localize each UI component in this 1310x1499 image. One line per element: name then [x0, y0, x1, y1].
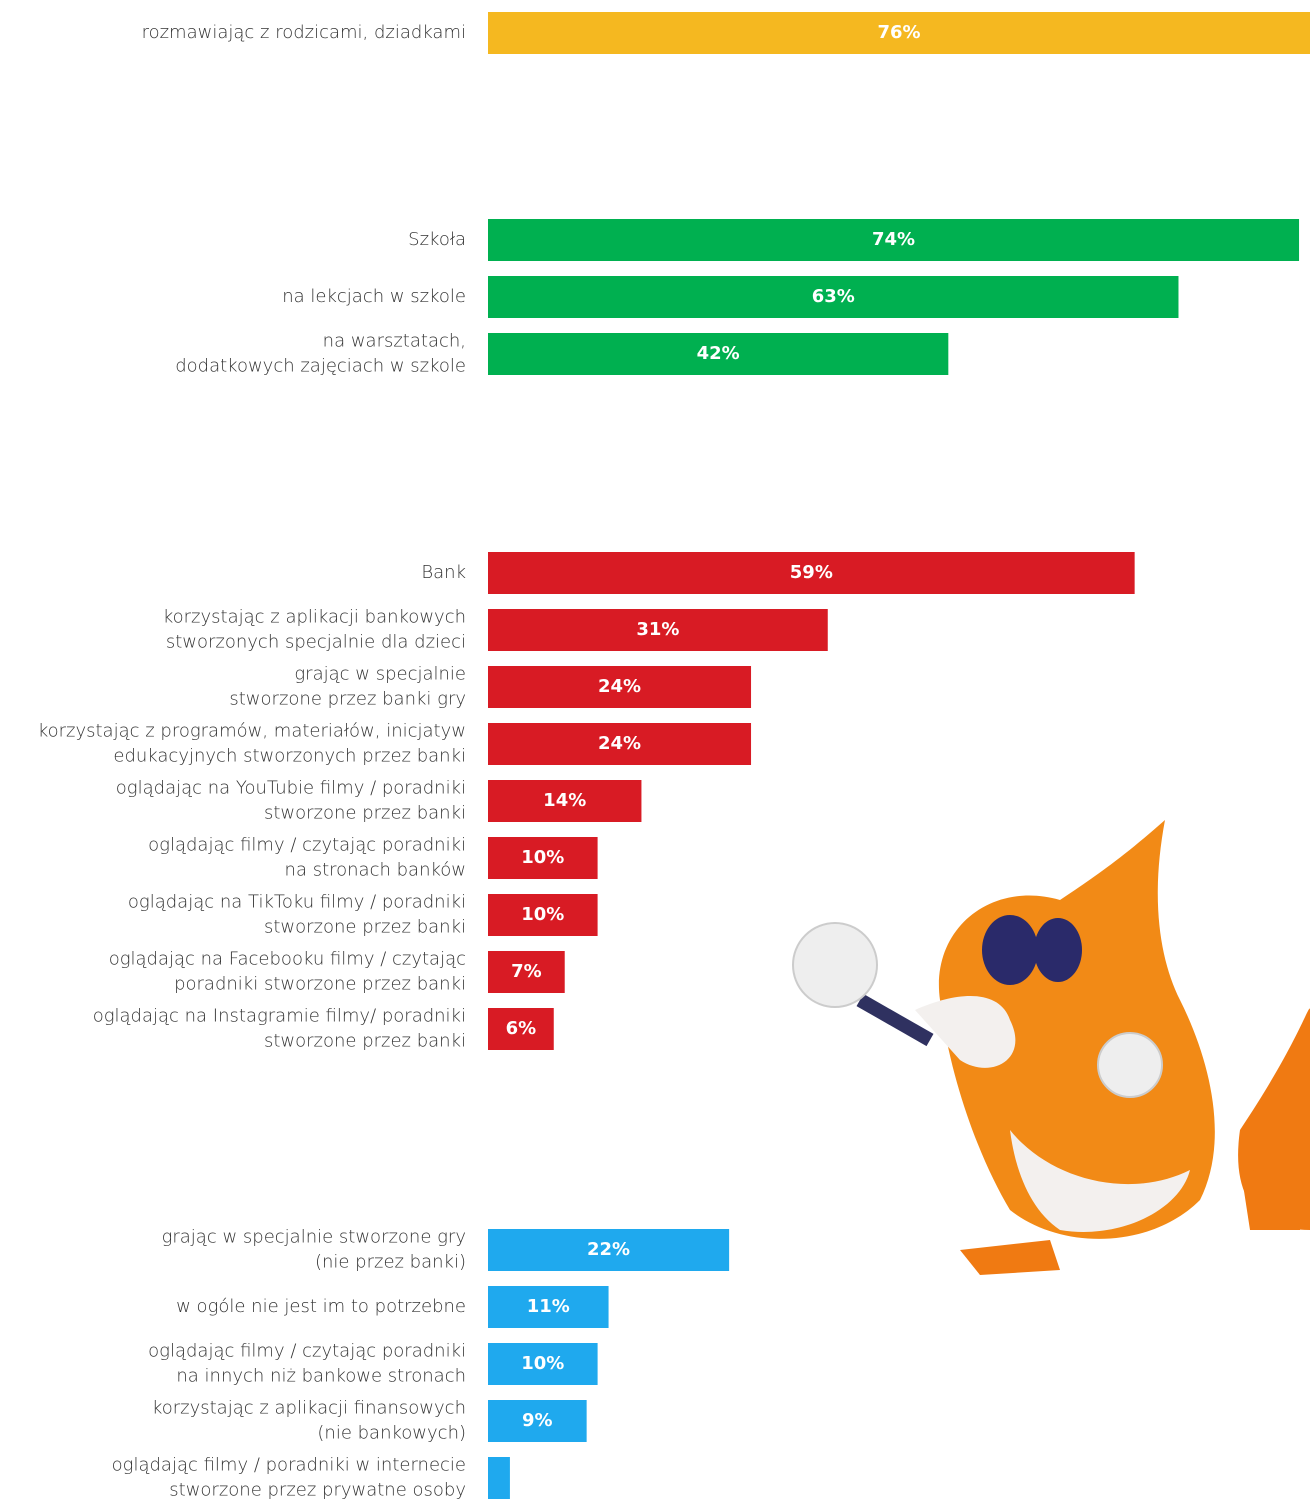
category-label: na lekcjach w szkole	[282, 286, 466, 307]
label-line: na lekcjach w szkole	[282, 286, 466, 307]
value-label: 59%	[790, 562, 833, 583]
value-label: 76%	[877, 22, 920, 43]
label-line: oglądając na Facebooku filmy / czytając	[109, 949, 466, 970]
label-line: stworzone przez banki gry	[229, 689, 466, 710]
label-line: na innych niż bankowe stronach	[176, 1366, 466, 1387]
label-line: stworzone przez banki	[264, 1031, 466, 1052]
mascot	[793, 820, 1310, 1275]
value-label: 31%	[636, 619, 679, 640]
label-line: edukacyjnych stworzonych przez banki	[113, 746, 466, 767]
label-line: Szkoła	[408, 229, 466, 250]
label-line: oglądając na YouTubie filmy / poradniki	[116, 778, 466, 799]
label-line: stworzone przez banki	[264, 917, 466, 938]
category-label: oglądając filmy / poradniki w internecie…	[112, 1455, 466, 1499]
label-line: (nie bankowych)	[317, 1423, 466, 1444]
label-line: na warsztatach,	[323, 331, 466, 352]
value-label: 24%	[598, 733, 641, 754]
label-line: korzystając z programów, materiałów, ini…	[38, 721, 466, 742]
value-label: 10%	[521, 904, 564, 925]
bar	[488, 1457, 510, 1499]
label-line: stworzone przez banki	[264, 803, 466, 824]
value-label: 10%	[521, 1353, 564, 1374]
label-line: w ogóle nie jest im to potrzebne	[176, 1296, 466, 1317]
category-label: oglądając na Facebooku filmy / czytając p…	[109, 949, 466, 995]
label-line: oglądając filmy / poradniki w internecie	[112, 1455, 466, 1476]
label-line: stworzonych specjalnie dla dzieci	[166, 632, 466, 653]
value-label: 63%	[812, 286, 855, 307]
label-line: stworzone przez prywatne osoby	[169, 1480, 466, 1499]
value-label: 10%	[521, 847, 564, 868]
category-label: korzystając z aplikacji finansowych (nie …	[152, 1398, 466, 1444]
value-label: 22%	[587, 1239, 630, 1260]
value-label: 7%	[511, 961, 542, 982]
label-line: dodatkowych zajęciach w szkole	[175, 356, 466, 377]
value-label: 24%	[598, 676, 641, 697]
category-label: grając w specjalnie stworzone gry (nie pr…	[162, 1227, 466, 1273]
category-label: korzystając z aplikacji bankowych stworzo…	[163, 607, 466, 653]
value-label: 14%	[543, 790, 586, 811]
category-label: oglądając filmy / czytając poradniki na i…	[148, 1341, 466, 1387]
label-line: rozmawiając z rodzicami, dziadkami	[142, 22, 466, 43]
category-label: w ogóle nie jest im to potrzebne	[176, 1296, 466, 1317]
value-label: 74%	[872, 229, 915, 250]
label-line: oglądając na TikToku filmy / poradniki	[128, 892, 466, 913]
category-label: oglądając na TikToku filmy / poradniki st…	[128, 892, 466, 938]
category-label: oglądając filmy / czytając poradniki na s…	[148, 835, 466, 881]
category-label: Szkoła	[408, 229, 466, 250]
category-label: Bank	[421, 562, 466, 583]
category-label: oglądając na Instagramie filmy/ poradnik…	[93, 1006, 466, 1052]
label-line: na stronach banków	[285, 860, 466, 881]
value-label: 6%	[506, 1018, 537, 1039]
value-label: 11%	[527, 1296, 570, 1317]
category-label: oglądając na YouTubie filmy / poradniki s…	[116, 778, 466, 824]
label-line: oglądając filmy / czytając poradniki	[148, 1341, 466, 1362]
category-label: korzystając z programów, materiałów, ini…	[38, 721, 466, 767]
value-label: 42%	[697, 343, 740, 364]
category-label: rozmawiając z rodzicami, dziadkami	[142, 22, 466, 43]
label-line: grając w specjalnie stworzone gry	[162, 1227, 466, 1248]
label-line: oglądając filmy / czytając poradniki	[148, 835, 466, 856]
label-line: korzystając z aplikacji finansowych	[152, 1398, 466, 1419]
label-line: Bank	[421, 562, 466, 583]
label-line: grając w specjalnie	[294, 664, 466, 685]
label-line: oglądając na Instagramie filmy/ poradnik…	[93, 1006, 466, 1027]
category-label: na warsztatach, dodatkowych zajęciach w s…	[175, 331, 466, 377]
label-line: korzystając z aplikacji bankowych	[163, 607, 466, 628]
chart: rozmawiając z rodzicami, dziadkami 76% Szk…	[0, 0, 1310, 1499]
category-label: grając w specjalnie stworzone przez banki…	[229, 664, 466, 710]
label-line: poradniki stworzone przez banki	[174, 974, 466, 995]
value-label: 2%	[516, 1467, 547, 1488]
value-label: 9%	[522, 1410, 553, 1431]
page: {"chart_data": [ {"type": "bar", "orient…	[0, 0, 1310, 1499]
label-line: (nie przez banki)	[315, 1252, 466, 1273]
